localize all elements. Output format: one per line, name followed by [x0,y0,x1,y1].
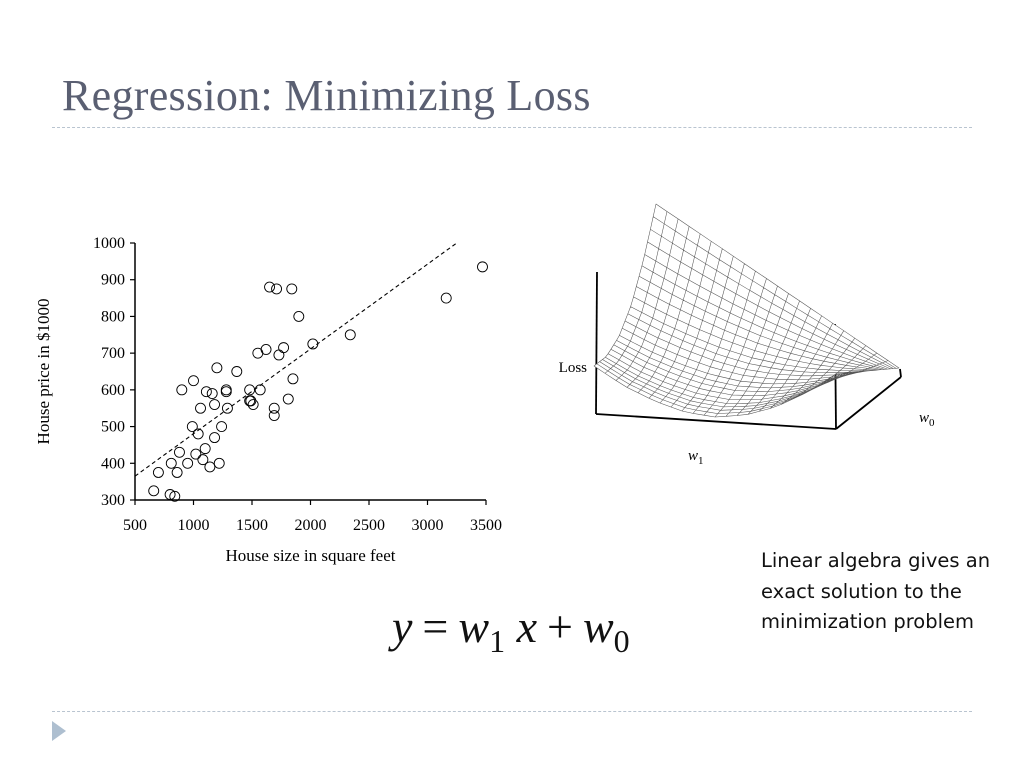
data-point [152,467,164,478]
w1-axis-letter: w [688,448,698,464]
side-note: Linear algebra gives an exact solution t… [761,549,991,633]
data-point [245,395,257,407]
bottom-divider [52,711,972,712]
y-tick-label: 1000 [93,235,125,252]
y-tick-label: 300 [101,492,125,509]
y-tick-label: 900 [101,272,125,289]
w1-axis-label: w1 [688,448,704,467]
data-point [278,342,290,354]
data-point [209,399,221,410]
data-point [213,457,225,469]
surface-grid [593,203,900,418]
data-point [190,448,202,460]
w1-axis-line [595,413,837,430]
x-tick-label: 1000 [178,517,210,534]
top-divider [52,127,972,128]
x-tick-label: 2500 [353,517,385,534]
data-point [477,261,488,273]
w0-axis-letter: w [919,410,929,426]
x-tick-label: 3000 [412,517,444,534]
data-point [231,366,243,377]
data-point [254,384,266,396]
data-point [286,283,298,295]
formula-sub-1: 1 [489,623,506,659]
slide-title: Regression: Minimizing Loss [62,71,591,120]
data-point [293,310,305,322]
data-point [264,281,275,293]
data-point [165,457,177,469]
data-point [199,443,211,455]
data-point [206,388,218,399]
data-point [268,402,280,414]
data-point [176,384,188,396]
formula-w1: w [458,601,490,652]
formula-x: x [516,601,537,652]
data-point [247,399,259,410]
data-point [169,490,181,502]
data-point [148,485,160,497]
loss-axis-line [595,271,598,415]
x-axis-title: House size in square feet [226,546,396,565]
x-tick-label: 500 [123,517,147,534]
formula-equals: = [422,601,449,652]
data-point [221,402,233,414]
data-point [195,402,206,414]
data-point [200,386,212,398]
w0-axis-label: w0 [919,410,935,429]
loss-axis-label: Loss [559,360,588,376]
data-point [211,362,223,374]
y-tick-label: 700 [101,345,125,362]
data-point [440,292,452,304]
formula-w0: w [582,601,614,652]
data-point [344,329,356,341]
formula-y: y [392,601,413,652]
y-axis-title: House price in $1000 [34,299,53,445]
box-corner-edge [899,368,902,378]
data-point [174,446,185,458]
data-point [287,373,299,385]
data-point [204,461,216,473]
play-triangle-icon[interactable] [52,721,66,741]
surface-mesh [593,203,900,418]
w1-axis-subscript: 1 [698,455,704,467]
x-tick-label: 2000 [295,517,327,534]
y-tick-label: 600 [101,382,125,399]
formula-plus: + [546,601,573,652]
formula-sub-0: 0 [613,623,630,659]
data-point [209,432,221,444]
data-point [171,467,183,478]
data-point [188,375,199,387]
y-tick-label: 400 [101,455,125,472]
regression-formula: y = w1 x + w0 [392,600,630,660]
data-point [197,454,209,466]
y-tick-label: 500 [101,419,125,436]
w0-axis-subscript: 0 [929,417,935,429]
data-point [192,428,204,440]
data-point [164,489,176,500]
data-point [260,344,272,355]
data-point [182,457,194,469]
data-point [220,386,232,398]
data-point [216,421,228,433]
fit-line [134,242,458,477]
data-point [268,410,280,422]
data-point [282,393,294,405]
data-point [244,384,256,396]
y-tick-label: 800 [101,308,125,325]
data-point [186,421,198,433]
data-point [271,283,283,295]
x-tick-label: 3500 [470,517,502,534]
data-point [307,338,319,350]
w0-axis-line [835,376,902,430]
x-tick-label: 1500 [236,517,268,534]
